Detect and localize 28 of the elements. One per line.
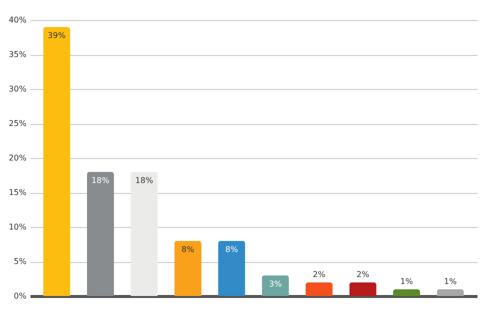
data-label: 1% <box>400 277 414 286</box>
data-label: 1% <box>444 277 458 286</box>
y-tick-label: 0% <box>14 292 27 300</box>
bar <box>130 172 158 296</box>
data-label: 18% <box>92 176 110 185</box>
y-tick-label: 35% <box>8 50 27 59</box>
data-label: 2% <box>312 270 326 280</box>
y-tick-label: 5% <box>14 257 27 266</box>
y-tick-label: 40% <box>8 16 27 24</box>
bar <box>86 172 114 296</box>
data-label: 3% <box>269 279 282 288</box>
y-tick-label: 30% <box>8 84 27 94</box>
data-label: 8% <box>225 244 238 254</box>
bar <box>349 282 376 296</box>
bar <box>174 240 202 296</box>
bar <box>436 289 464 296</box>
y-tick-label: 20% <box>8 154 27 162</box>
data-label: 18% <box>135 176 154 185</box>
y-tick-label: 15% <box>8 188 27 197</box>
data-label: 8% <box>182 244 195 254</box>
data-label: 39% <box>48 30 66 40</box>
bar <box>393 289 420 296</box>
y-tick-label: 10% <box>8 222 27 232</box>
bar <box>306 282 333 296</box>
bar <box>43 26 70 296</box>
data-label: 2% <box>356 270 370 280</box>
y-tick-label: 25% <box>8 119 27 128</box>
bar <box>218 240 246 296</box>
